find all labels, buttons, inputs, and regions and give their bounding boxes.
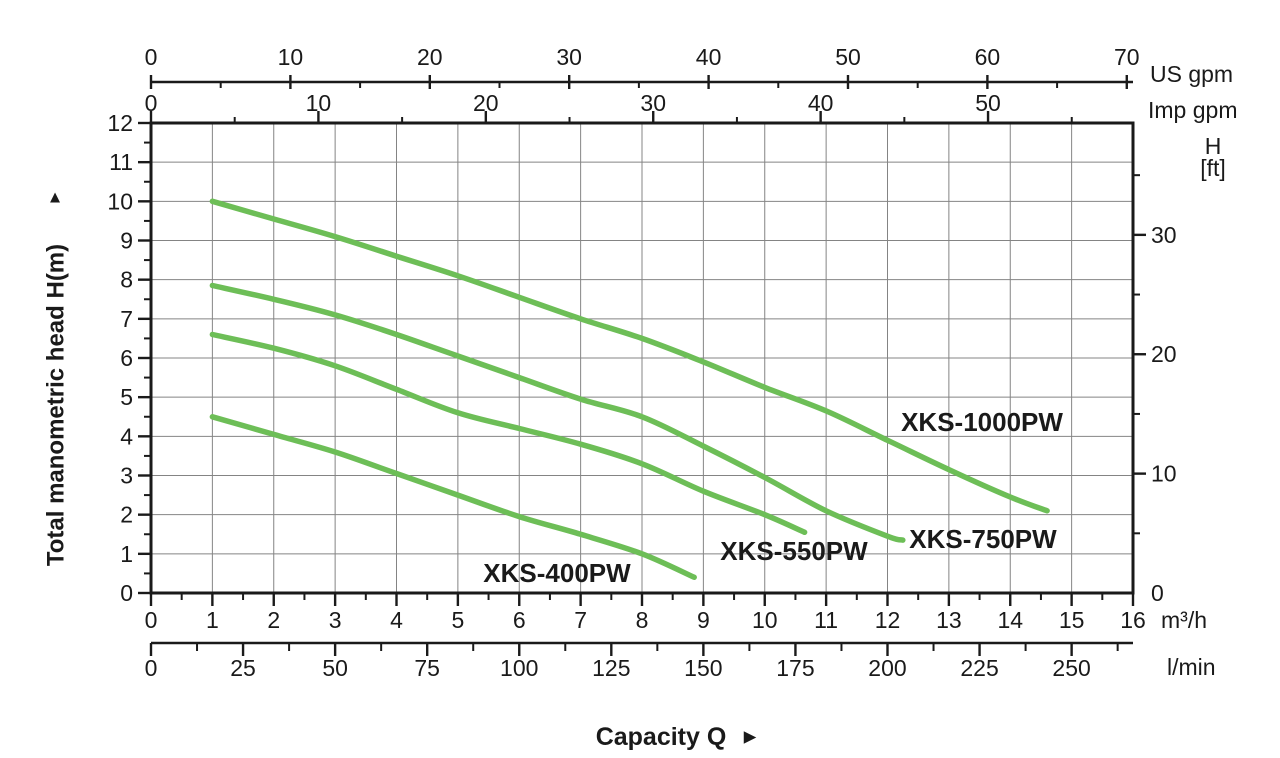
lmin-tick-label: 0 [145, 655, 158, 681]
y-tick-label: 12 [107, 110, 133, 136]
y-tick-label: 5 [120, 384, 133, 410]
y-tick-label: 8 [120, 267, 133, 293]
m3h-tick-label: 9 [697, 607, 710, 633]
lmin-tick-label: 75 [414, 655, 440, 681]
x-axis-impgpm: 0 10 20 30 40 50 Imp gpm [145, 90, 1237, 123]
ft-tick-label: 20 [1151, 341, 1177, 367]
lmin-tick-label: 250 [1052, 655, 1090, 681]
y-tick-label: 10 [107, 188, 133, 214]
usgpm-tick-label: 20 [417, 44, 443, 70]
m3h-tick-label: 16 [1120, 607, 1146, 633]
y-tick-label: 6 [120, 345, 133, 371]
impgpm-tick-label: 50 [975, 90, 1001, 116]
m3h-tick-label: 8 [636, 607, 649, 633]
ft-zero-label: 0 [1151, 580, 1164, 606]
m3h-tick-label: 6 [513, 607, 526, 633]
y-tick-label: 7 [120, 306, 133, 332]
x-axis-lmin: 0 25 50 75 100 125 150 175 200 225 250 l/min [145, 641, 1216, 681]
series-labels: XKS-1000PW XKS-750PW XKS-550PW XKS-400PW [483, 407, 1063, 588]
x-axis-title: Capacity Q ► [596, 723, 761, 751]
y-tick-label: 4 [120, 423, 133, 449]
lmin-tick-label: 175 [776, 655, 814, 681]
y-axis-up-arrow-icon: ▲ [47, 188, 64, 207]
y-tick-label: 9 [120, 228, 133, 254]
y-tick-label: 0 [120, 580, 133, 606]
m3h-tick-label: 7 [574, 607, 587, 633]
y-axis-ft: 10 20 30 0 H[ft] [1133, 133, 1226, 606]
curve-xks-550pw [209, 331, 808, 536]
m3h-tick-label: 4 [390, 607, 403, 633]
m3h-tick-label: 15 [1059, 607, 1085, 633]
y-tick-label: 3 [120, 463, 133, 489]
curve-xks-1000pw [209, 198, 1050, 514]
lmin-tick-label: 50 [322, 655, 348, 681]
m3h-tick-label: 0 [145, 607, 158, 633]
ft-axis-header-h: H [1205, 133, 1222, 159]
capacity-title: Capacity Q [596, 723, 727, 751]
usgpm-tick-label: 50 [835, 44, 861, 70]
impgpm-tick-label: 30 [640, 90, 666, 116]
m3h-tick-label: 1 [206, 607, 219, 633]
ft-tick-label: 30 [1151, 222, 1177, 248]
y-tick-label: 11 [109, 149, 133, 175]
usgpm-tick-label: 0 [145, 44, 158, 70]
curve-xks-400pw [209, 414, 697, 581]
series-curves [209, 198, 1050, 581]
ft-tick-label: 10 [1151, 461, 1177, 487]
m3h-tick-label: 11 [814, 607, 838, 633]
y-tick-label: 1 [120, 541, 133, 567]
ft-axis-header-ft: [ft] [1200, 155, 1226, 181]
usgpm-tick-label: 40 [696, 44, 722, 70]
m3h-tick-label: 13 [936, 607, 962, 633]
impgpm-tick-label: 20 [473, 90, 499, 116]
usgpm-tick-label: 10 [278, 44, 304, 70]
lmin-tick-label: 225 [960, 655, 998, 681]
impgpm-tick-label: 10 [306, 90, 332, 116]
curve-xks-750pw [209, 282, 906, 543]
lmin-tick-label: 100 [500, 655, 538, 681]
lmin-tick-label: 150 [684, 655, 722, 681]
usgpm-unit-label: US gpm [1150, 61, 1233, 87]
x-axis-m3h: 0 1 2 3 4 5 6 7 8 9 10 11 12 13 14 15 16 m³/h [145, 593, 1207, 633]
curve-label-xks-550pw: XKS-550PW [720, 536, 868, 566]
m3h-tick-label: 14 [997, 607, 1023, 633]
m3h-tick-label: 5 [451, 607, 464, 633]
lmin-tick-label: 25 [230, 655, 256, 681]
usgpm-tick-label: 30 [556, 44, 582, 70]
curve-label-xks-750pw: XKS-750PW [909, 524, 1057, 554]
lmin-tick-label: 200 [868, 655, 906, 681]
m3h-tick-label: 3 [329, 607, 342, 633]
lmin-unit-label: l/min [1167, 654, 1216, 680]
curve-label-xks-400pw: XKS-400PW [483, 558, 631, 588]
x-axis-usgpm: 0 10 20 30 40 50 60 70 US gpm [145, 44, 1233, 89]
m3h-tick-label: 2 [267, 607, 280, 633]
impgpm-tick-label: 0 [145, 90, 158, 116]
curve-label-xks-1000pw: XKS-1000PW [901, 407, 1063, 437]
lmin-tick-label: 125 [592, 655, 630, 681]
capacity-right-arrow-icon: ► [740, 726, 761, 749]
impgpm-tick-label: 40 [808, 90, 834, 116]
y-tick-label: 2 [120, 502, 133, 528]
m3h-tick-label: 10 [752, 607, 778, 633]
usgpm-tick-label: 70 [1114, 44, 1140, 70]
m3h-unit-label: m³/h [1161, 607, 1207, 633]
impgpm-unit-label: Imp gpm [1148, 97, 1237, 123]
m3h-tick-label: 12 [875, 607, 901, 633]
grid [151, 123, 1133, 593]
y-axis-title: Total manometric head H(m) [43, 244, 70, 566]
usgpm-tick-label: 60 [975, 44, 1001, 70]
